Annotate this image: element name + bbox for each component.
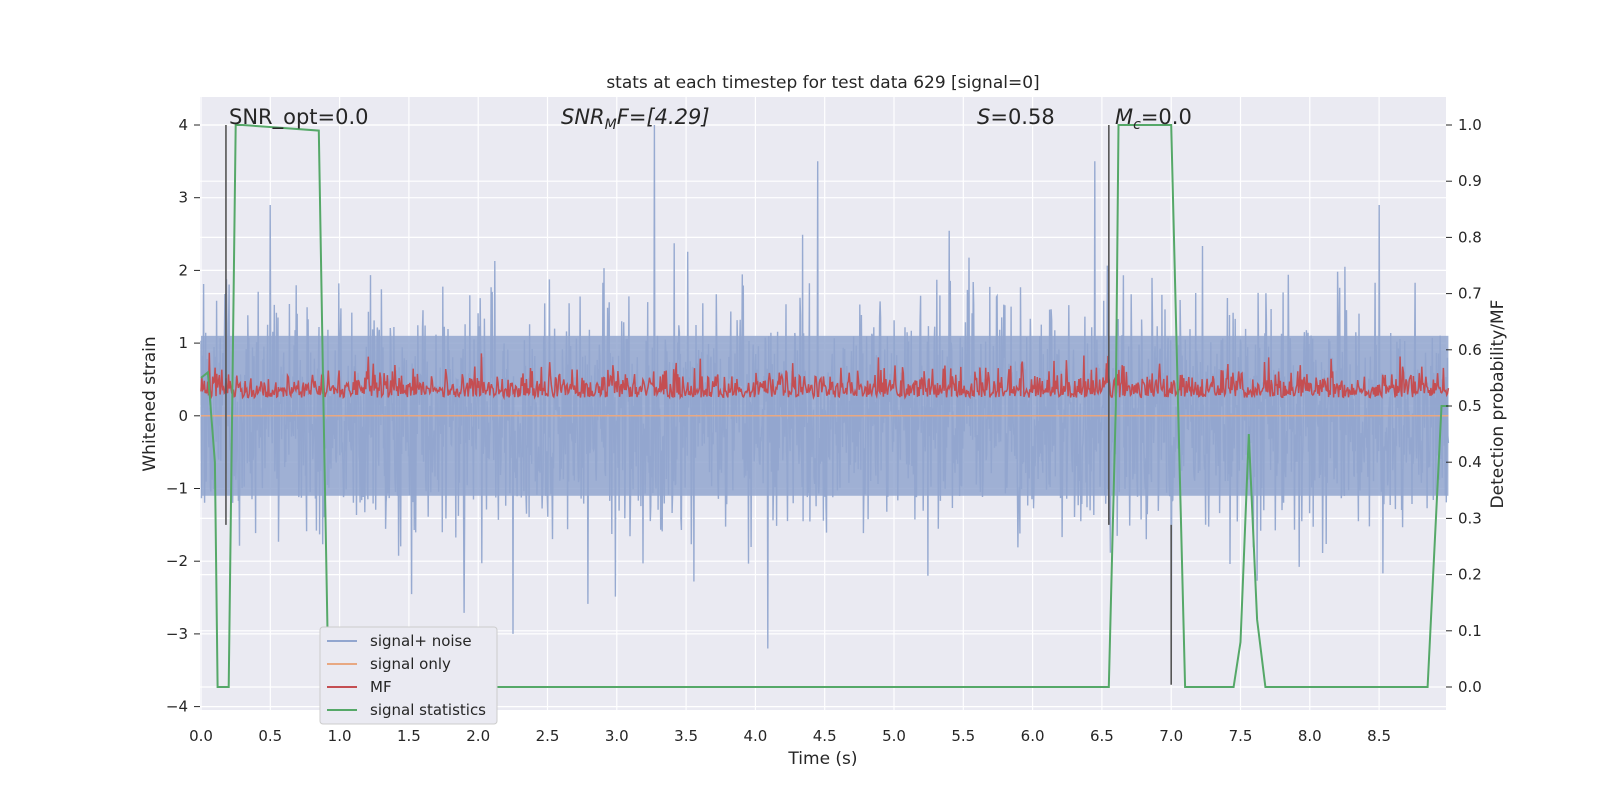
- y-tick-label: −3: [166, 625, 188, 643]
- annotation-mc-main: M: [1115, 105, 1133, 129]
- y2-tick-label: 0.3: [1458, 509, 1482, 527]
- annotation-mc: Mc=0.0: [1115, 105, 1192, 133]
- y2-tick-label: 0.4: [1458, 453, 1482, 471]
- y2-tick-label: 1.0: [1458, 116, 1482, 134]
- x-tick-label: 5.0: [882, 727, 906, 745]
- mf-series: [200, 352, 1450, 401]
- y-tick-label: 4: [178, 116, 188, 134]
- signal-statistics-line: [200, 124, 1449, 688]
- y-tick-label: 3: [178, 189, 188, 207]
- annotation-snr-mf-rest: F=[4.29]: [617, 105, 710, 129]
- y-tick-label: −4: [166, 698, 188, 716]
- y-tick-label: 2: [178, 261, 188, 279]
- y-axis-title: Whitened strain: [140, 336, 160, 471]
- annotation-snr-mf: SNRMF=[4.29]: [561, 105, 710, 133]
- x-tick-label: 1.0: [328, 727, 352, 745]
- y-tick-label: 0: [178, 407, 188, 425]
- y2-tick-label: 0.8: [1458, 228, 1482, 246]
- x-tick-label: 3.5: [674, 727, 698, 745]
- y2-tick-label: 0.9: [1458, 172, 1482, 190]
- x-tick-label: 6.5: [1090, 727, 1114, 745]
- x-tick-label: 6.0: [1021, 727, 1045, 745]
- y-tick-label: −2: [166, 552, 188, 570]
- legend-label-stats: signal statistics: [370, 701, 486, 719]
- x-tick-label: 2.0: [466, 727, 490, 745]
- y2-tick-label: 0.2: [1458, 566, 1482, 584]
- annotation-mc-rest: =0.0: [1141, 105, 1192, 129]
- axis-labels: 0.0 0.5 1.0 1.5 2.0 2.5 3.0 3.5 4.0 4.5 5.0 5.5 6.0 6…: [166, 116, 1482, 745]
- annotation-mc-sub: c: [1133, 117, 1141, 133]
- annotation-s: S=0.58: [977, 105, 1055, 129]
- y2-tick-label: 0.5: [1458, 397, 1482, 415]
- x-tick-label: 3.0: [605, 727, 629, 745]
- y-tick-label: −1: [166, 480, 188, 498]
- x-axis-title: Time (s): [787, 749, 857, 769]
- x-tick-label: 1.5: [397, 727, 421, 745]
- x-tick-label: 7.5: [1229, 727, 1253, 745]
- x-tick-label: 5.5: [951, 727, 975, 745]
- x-tick-label: 0.5: [258, 727, 282, 745]
- legend: signal+ noise signal only MF signal stat…: [319, 626, 498, 725]
- legend-label-noise: signal+ noise: [370, 632, 472, 650]
- annotation-snr-mf-sub: M: [605, 117, 617, 133]
- x-tick-label: 8.0: [1298, 727, 1322, 745]
- legend-label-signal: signal only: [370, 655, 451, 673]
- x-tick-label: 4.5: [813, 727, 837, 745]
- signal-statistics-series: [200, 124, 1449, 688]
- x-tick-label: 0.0: [189, 727, 213, 745]
- annotation-s-main: S: [977, 105, 990, 129]
- legend-label-mf: MF: [370, 678, 392, 696]
- legend-box: [319, 626, 498, 725]
- y2-tick-label: 0.6: [1458, 341, 1482, 359]
- annotation-s-rest: =0.58: [990, 105, 1054, 129]
- vertical-markers: [225, 125, 1172, 685]
- x-tick-label: 7.0: [1159, 727, 1183, 745]
- y2-tick-label: 0.1: [1458, 622, 1482, 640]
- x-tick-label: 4.0: [743, 727, 767, 745]
- x-tick-label: 8.5: [1367, 727, 1391, 745]
- y2-axis-title: Detection probability/MF: [1488, 300, 1508, 509]
- annotation-snr-mf-main: SNR: [561, 105, 605, 129]
- y-tick-label: 1: [178, 334, 188, 352]
- x-tick-label: 2.5: [536, 727, 560, 745]
- mf-line: [200, 352, 1450, 401]
- y2-tick-label: 0.0: [1458, 678, 1482, 696]
- annotation-snr-opt: SNR_opt=0.0: [229, 105, 369, 130]
- chart-title: stats at each timestep for test data 629…: [606, 73, 1039, 93]
- y2-tick-label: 0.7: [1458, 285, 1482, 303]
